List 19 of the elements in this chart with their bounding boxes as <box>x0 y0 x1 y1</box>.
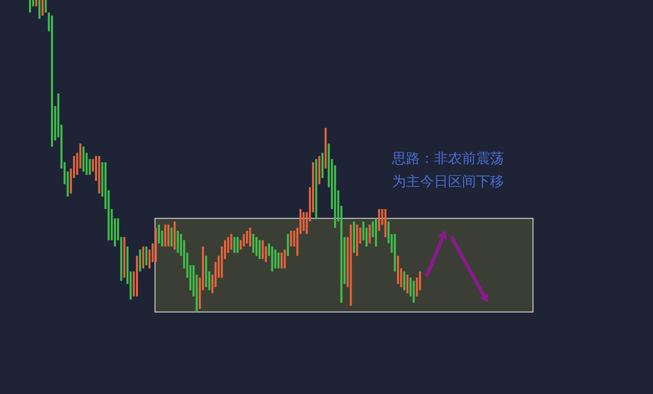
candlestick <box>262 240 264 260</box>
candlestick <box>242 233 245 248</box>
candlestick <box>406 274 408 294</box>
candlestick <box>139 248 142 272</box>
candlestick <box>42 0 44 16</box>
candlestick <box>290 230 292 248</box>
annotation: 思路：非农前震荡为主今日区间下移 <box>391 151 504 190</box>
candlestick <box>378 208 380 232</box>
candlestick <box>280 252 283 270</box>
candlestick <box>246 230 248 244</box>
candlestick <box>142 246 144 270</box>
candlestick <box>302 211 305 232</box>
candlestick <box>167 224 170 248</box>
candlestick <box>44 0 47 14</box>
candlestick <box>236 236 239 254</box>
candlestick <box>284 248 286 270</box>
candlestick <box>38 0 40 20</box>
candlestick <box>164 224 166 248</box>
candlestick <box>233 236 236 254</box>
